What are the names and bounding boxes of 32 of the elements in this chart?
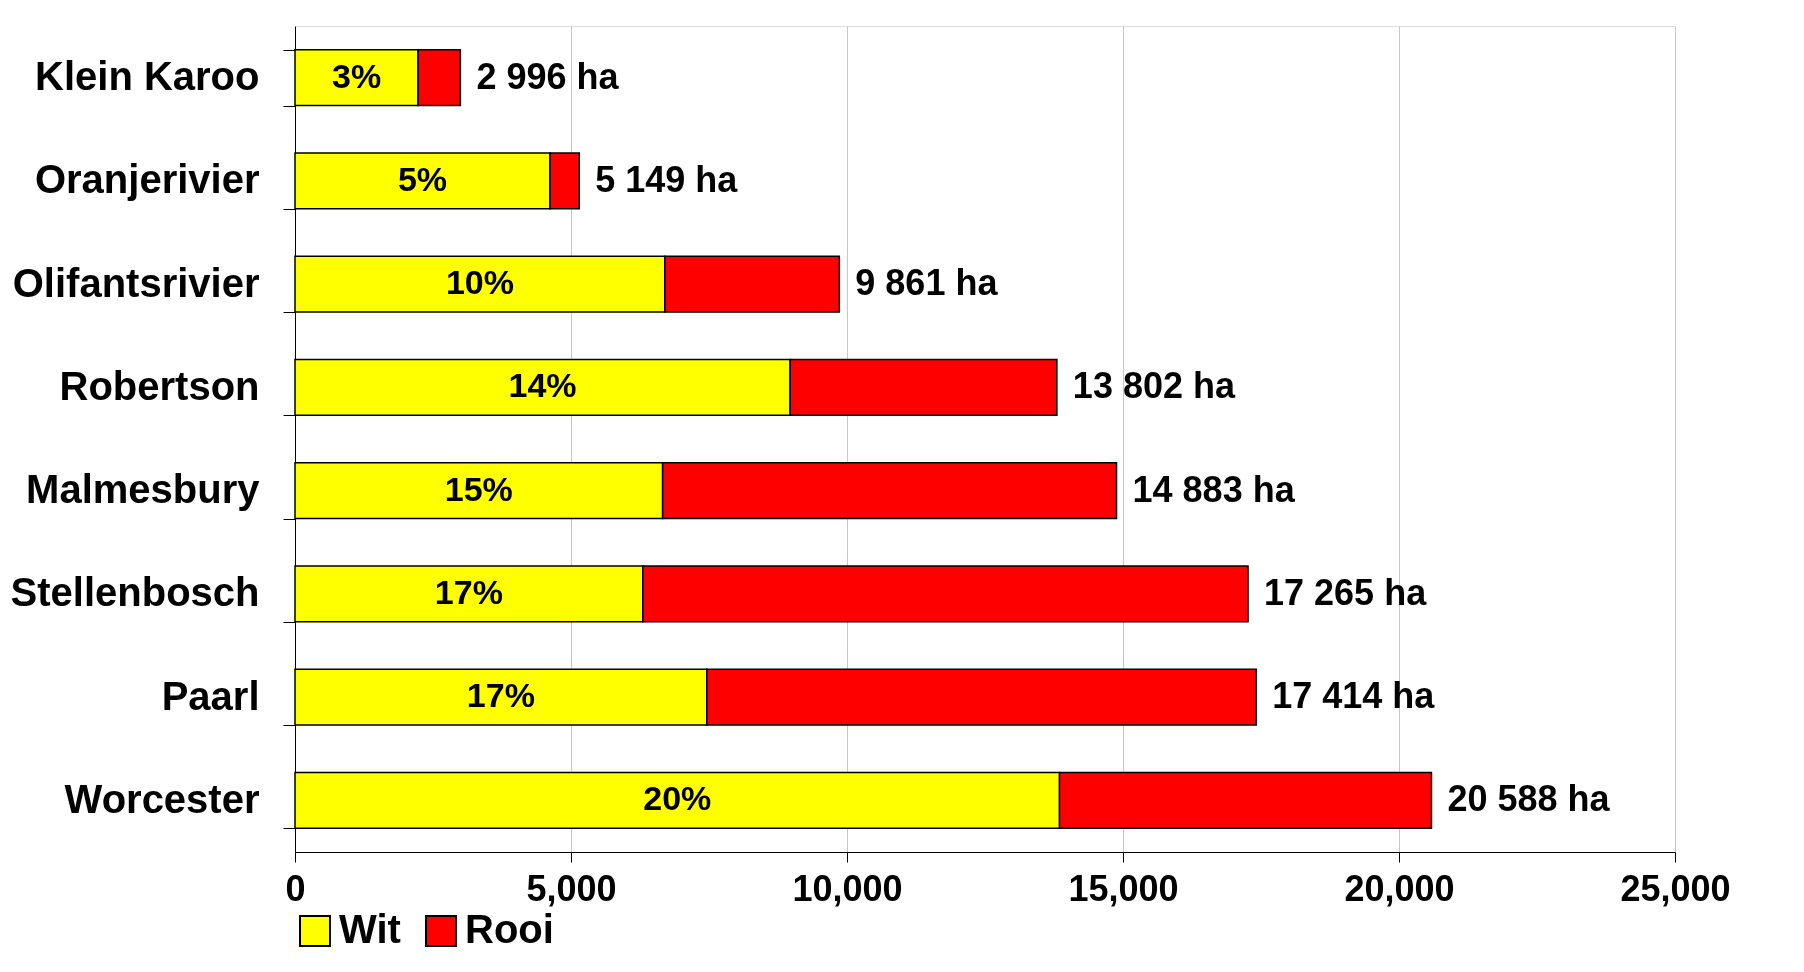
legend-label: Rooi: [465, 907, 554, 951]
annotation: 20%: [643, 779, 712, 818]
annotation: 3%: [331, 56, 382, 95]
y-tick-label: Robertson: [59, 363, 260, 408]
x-tick-label: 25,000: [1620, 867, 1731, 909]
y-tick-label: Olifantsrivier: [12, 260, 260, 305]
y-tick-label: Stellenbosch: [10, 570, 260, 615]
annotation: 17%: [434, 572, 503, 611]
total-label: 13 802 ha: [1072, 365, 1236, 407]
annotation: 10%: [445, 263, 514, 302]
y-tick-label: Paarl: [161, 673, 260, 718]
x-tick-label: 10,000: [792, 867, 903, 909]
total-label: 2 996 ha: [476, 55, 620, 97]
total-label: 20 588 ha: [1447, 778, 1611, 820]
y-tick-label: Klein Karoo: [35, 54, 260, 99]
annotation: 14%: [508, 366, 577, 405]
annotation: 17%: [466, 676, 535, 715]
y-tick-label: Malmesbury: [26, 467, 261, 512]
total-label: 5 149 ha: [595, 158, 739, 200]
total-label: 17 414 ha: [1272, 675, 1436, 717]
x-tick-label: 0: [285, 867, 306, 909]
x-tick-label: 15,000: [1068, 867, 1179, 909]
x-tick-label: 5,000: [526, 867, 617, 909]
y-tick-label: Oranjerivier: [34, 157, 260, 202]
x-tick-label: 20,000: [1344, 867, 1455, 909]
total-label: 17 265 ha: [1264, 571, 1428, 613]
annotation: 15%: [444, 469, 513, 508]
total-label: 14 883 ha: [1132, 468, 1296, 510]
legend-label: Wit: [339, 907, 401, 951]
total-label: 9 861 ha: [855, 262, 999, 304]
y-tick-label: Worcester: [64, 776, 260, 821]
annotation: 5%: [397, 159, 448, 198]
